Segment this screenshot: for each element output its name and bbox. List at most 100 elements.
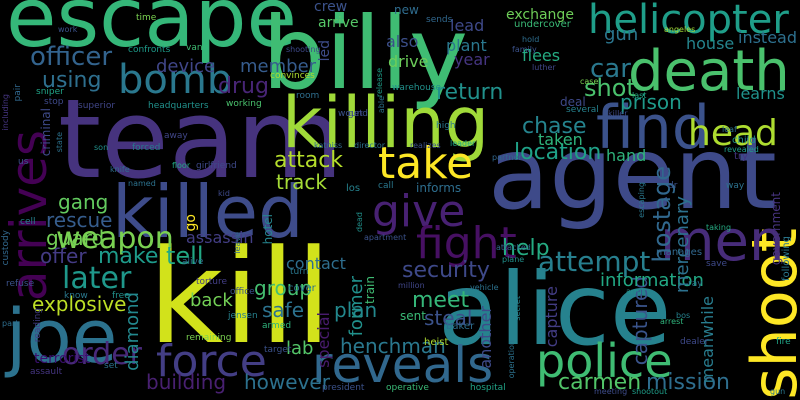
word-jensen: jensen <box>228 311 258 321</box>
word-shootout: shootout <box>632 387 668 396</box>
word-high: high <box>436 121 456 131</box>
word-later: later <box>62 261 132 296</box>
word-gang: gang <box>58 190 109 214</box>
word-shooting: shooting <box>286 45 321 54</box>
word-gun: gun <box>604 24 639 45</box>
word-fire: fire <box>776 337 791 347</box>
word-work: work <box>58 25 78 34</box>
word-try: try <box>734 151 748 162</box>
word-leave: leave <box>233 232 242 254</box>
word-steal: steal <box>424 306 473 330</box>
word-los: los <box>346 183 361 194</box>
word-apartment: apartment <box>364 233 407 242</box>
word-rescue: rescue <box>46 208 113 232</box>
word-criminal: criminal <box>39 108 53 157</box>
word-sniper: sniper <box>36 87 64 97</box>
word-manages: manages <box>656 247 703 258</box>
word-taking: taking <box>706 223 732 232</box>
word-kid: kid <box>218 189 230 198</box>
word-room: room <box>296 91 320 101</box>
word-case: case <box>580 77 599 86</box>
word-henchman: henchman <box>340 334 446 358</box>
word-head: head <box>688 113 778 154</box>
word-return: return <box>436 80 504 105</box>
word-torture: torture <box>196 277 228 287</box>
word-joe: joe <box>6 294 118 380</box>
word-warehouse: warehouse <box>392 83 442 93</box>
word-arrest: arrest <box>660 317 684 326</box>
word-drive: drive <box>388 52 429 71</box>
word-cover: cover <box>288 283 316 294</box>
word-reveals: reveals <box>312 336 494 394</box>
word-call: call <box>378 181 394 191</box>
word-angeles: angeles <box>664 25 696 34</box>
word-leaf: leaf <box>722 125 737 134</box>
word-leader: leader <box>450 139 476 148</box>
word-another: another <box>476 306 495 369</box>
word-girlfriend: girlfriend <box>196 161 237 171</box>
word-guard: guard <box>46 226 105 250</box>
word-attacked: attacked <box>496 243 531 252</box>
word-save: save <box>706 259 728 269</box>
word-officer: officer <box>30 42 113 72</box>
word-go: go <box>183 214 199 232</box>
word-hand: hand <box>606 146 647 165</box>
word-deal: deal <box>560 95 586 109</box>
word-device: device <box>156 56 216 77</box>
word-member: member <box>240 56 317 77</box>
word-kill: kill <box>148 221 332 373</box>
word-make: make <box>98 244 159 269</box>
word-contact: contact <box>286 254 346 273</box>
word-wound: wound <box>338 109 368 119</box>
word-alive: alive <box>182 257 204 267</box>
word-us: us <box>18 157 29 167</box>
word-take: take <box>378 138 474 189</box>
word-carmen: carmen <box>558 370 642 395</box>
word-find: find <box>596 93 710 163</box>
word-attempt: attempt <box>538 245 651 278</box>
word-arm: arm <box>626 287 642 296</box>
word-bomb: bomb <box>118 57 233 103</box>
word-get: get <box>348 109 363 119</box>
word-dead: dead <box>355 212 364 232</box>
word-following: following <box>781 236 792 281</box>
word-billy: billy <box>262 0 469 112</box>
word-gun-small: gun <box>770 387 786 396</box>
word-learns: learns <box>736 84 785 103</box>
word-location: location <box>514 140 602 165</box>
word-capture: capture <box>542 286 561 348</box>
word-using: using <box>42 68 102 93</box>
word-hotel: hotel <box>261 214 275 245</box>
word-heist: heist <box>424 337 449 348</box>
word-floor: floor <box>172 161 191 170</box>
word-led: led <box>317 40 333 62</box>
word-house: house <box>686 34 735 53</box>
word-team: team <box>58 75 344 203</box>
word-sent: sent <box>400 309 426 323</box>
word-shot: shot <box>584 74 636 102</box>
word-give: give <box>372 186 466 237</box>
word-information: information <box>600 270 704 291</box>
word-new: new <box>394 3 419 17</box>
word-president: president <box>322 383 365 393</box>
word-train: train <box>363 276 377 304</box>
word-hold: hold <box>522 35 540 44</box>
word-mission: mission <box>646 370 730 395</box>
word-men: men <box>660 209 785 274</box>
word-dealer: dealer <box>680 337 709 347</box>
word-katniss: katniss <box>314 141 343 150</box>
word-able: able <box>377 96 386 114</box>
word-escaping: escaping <box>637 182 646 218</box>
word-named: named <box>128 179 156 188</box>
word-alice: alice <box>438 251 672 368</box>
word-office: office <box>230 287 255 297</box>
word-knife: knife <box>110 165 130 174</box>
word-state: state <box>55 132 64 153</box>
word-instead: instead <box>738 28 797 47</box>
word-van: van <box>186 43 203 53</box>
word-killer: killer <box>608 109 628 118</box>
word-hospital: hospital <box>470 383 506 393</box>
word-drug: drug <box>218 74 269 99</box>
word-meeting: meeting <box>594 387 628 396</box>
